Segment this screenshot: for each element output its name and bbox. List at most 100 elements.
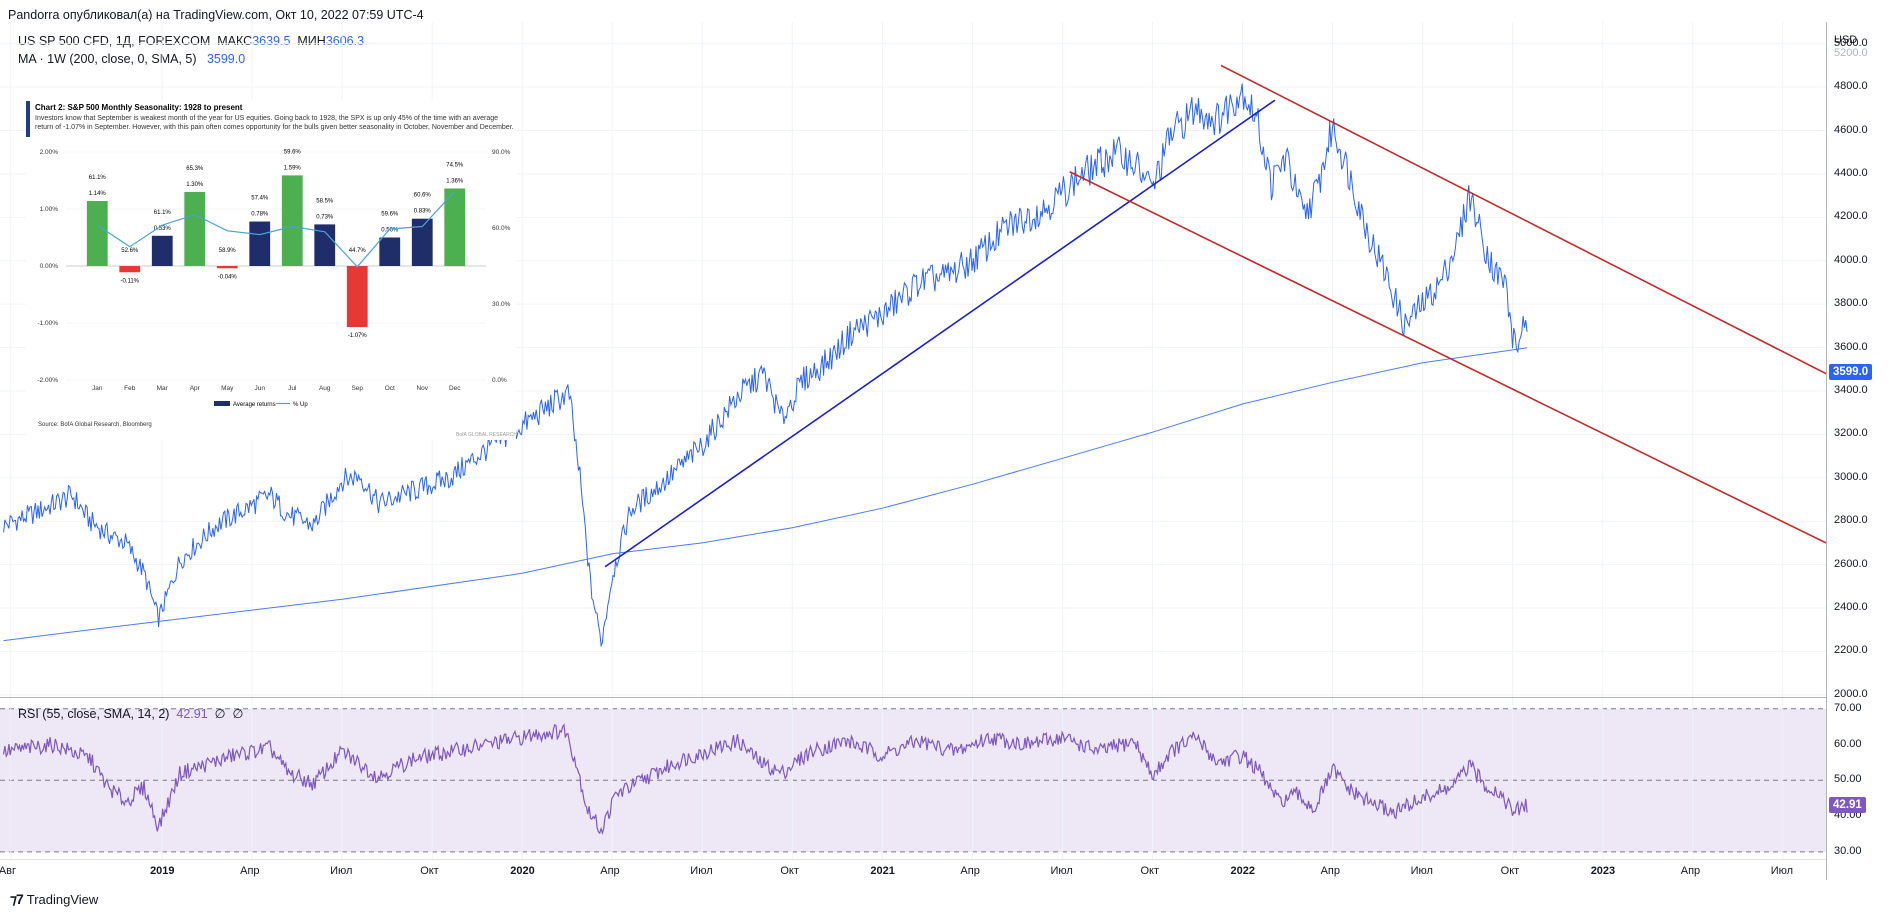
inset-left-tick: -1.00% [37, 320, 58, 327]
rsi-tick: 50.00 [1834, 773, 1862, 786]
price-tick: 3800.0 [1834, 297, 1868, 310]
channel-upper[interactable] [1220, 64, 1826, 375]
channel-lower[interactable] [1069, 171, 1826, 544]
inset-pct-value: 65.3% [186, 166, 204, 172]
rsi-chart[interactable] [0, 698, 1826, 859]
inset-left-tick: 1.00% [40, 206, 59, 213]
price-tick: 4200.0 [1834, 210, 1868, 223]
time-tick: Июл [690, 865, 713, 877]
inset-bar-jan [86, 201, 108, 266]
rsi-extra-1: ∅ [214, 707, 226, 721]
inset-bar-dec [444, 188, 466, 266]
ma-label: MA · 1W (200, close, 0, SMA, 5) [18, 52, 197, 66]
rsi-tick: 30.00 [1834, 844, 1862, 857]
inset-category: Jan [92, 385, 103, 392]
time-tick: Июл [1050, 865, 1073, 877]
tradingview-logo[interactable]: ⁊7 TradingView [10, 891, 98, 908]
rsi-series[interactable] [3, 723, 1528, 836]
inset-left-tick: 2.00% [40, 149, 59, 156]
rsi-extra-2: ∅ [232, 707, 244, 721]
time-tick: Апр [1680, 865, 1701, 877]
time-tick: Апр [1320, 865, 1340, 877]
rsi-legend[interactable]: RSI (55, close, SMA, 14, 2) 42.91 ∅ ∅ [18, 706, 243, 721]
price-tick: 2400.0 [1834, 601, 1868, 613]
price-tick: 2800.0 [1834, 514, 1868, 527]
rsi-tick: 60.00 [1834, 737, 1862, 750]
inset-pct-value: 59.6% [381, 212, 399, 218]
inset-pct-value: 44.7% [349, 248, 367, 254]
publish-header: Pandorra опубликовал(а) на TradingView.c… [8, 8, 424, 22]
time-tick: 2020 [510, 865, 535, 877]
inset-bar-value: 1.59% [284, 165, 302, 171]
inset-category: Feb [124, 385, 136, 392]
inset-right-tick: 90.0% [492, 149, 511, 156]
inset-category: Oct [385, 385, 395, 392]
time-tick: Июл [330, 865, 353, 877]
time-tick: Окт [1500, 865, 1520, 877]
inset-category: Sep [351, 385, 363, 392]
ma-legend[interactable]: MA · 1W (200, close, 0, SMA, 5) 3599.0 [18, 52, 245, 66]
inset-category: Dec [449, 385, 461, 392]
time-tick: Апр [960, 865, 980, 877]
inset-left-tick: 0.00% [40, 263, 59, 270]
price-tick: 3600.0 [1834, 340, 1868, 353]
price-tick: 4400.0 [1834, 166, 1868, 179]
inset-bar-oct [379, 237, 401, 266]
inset-title: Chart 2: S&P 500 Monthly Seasonality: 19… [35, 103, 243, 112]
inset-right-tick: 60.0% [492, 225, 511, 232]
price-tick: 3400.0 [1834, 383, 1868, 396]
inset-legend-avg-swatch [214, 401, 230, 406]
inset-bar-jun [249, 221, 271, 266]
inset-bar-may [216, 266, 238, 269]
inset-bar-sep [346, 266, 368, 327]
price-tick: 4800.0 [1834, 80, 1868, 93]
price-series[interactable] [3, 83, 1528, 648]
ma-value: 3599.0 [206, 52, 246, 66]
inset-bar-value: 0.50% [381, 228, 399, 234]
price-tick: 4000.0 [1834, 253, 1868, 266]
inset-bar-value: -0.11% [120, 278, 139, 284]
time-axis-divider [0, 859, 1826, 860]
inset-bar-value: 0.73% [316, 214, 334, 220]
time-tick: Июл [1770, 865, 1794, 877]
price-tick: 2000.0 [1834, 687, 1868, 700]
inset-bar-feb [119, 266, 141, 273]
price-tick: 3000.0 [1834, 470, 1868, 483]
seasonality-chart: 2.00% 1.00% 0.00% -1.00% -2.00% 90.0% 60.0% 30.… [37, 149, 511, 408]
inset-left-tick: -2.00% [37, 377, 58, 384]
inset-watermark: BofA GLOBAL RESEARCH [456, 432, 517, 438]
min-value: 3606.3 [325, 34, 365, 48]
time-tick: 2022 [1230, 865, 1256, 877]
inset-bar-value: 1.36% [446, 178, 464, 184]
time-tick: Окт [780, 865, 799, 877]
inset-bar-apr [184, 191, 206, 266]
inset-category: May [221, 385, 234, 392]
price-tick-partial: 5200.0 [1834, 47, 1868, 59]
inset-legend-avg: Average returns [233, 402, 276, 408]
inset-source: Source: BofA Global Research, Bloomberg [38, 422, 152, 428]
time-tick: Апр [600, 865, 620, 877]
seasonality-inset [26, 100, 516, 440]
inset-bar-value: 0.53% [154, 226, 172, 232]
last-rsi-badge: 42.91 [1829, 797, 1866, 813]
inset-pct-value: 58.9% [219, 248, 237, 254]
pane-separator[interactable] [0, 697, 1826, 698]
inset-bar-jul [281, 175, 303, 266]
trendline-support[interactable] [604, 99, 1276, 568]
price-tick: 3200.0 [1834, 427, 1868, 440]
inset-pct-value: 58.5% [316, 198, 334, 204]
inset-bar-value: 1.14% [89, 191, 107, 197]
inset-bar-value: -1.07% [348, 333, 368, 339]
inset-pct-value: 74.5% [446, 162, 464, 168]
inset-category: Apr [190, 385, 201, 392]
inset-pct-value: 59.6% [284, 149, 302, 155]
ma-series[interactable] [3, 347, 1528, 642]
inset-description: Investors know that September is weakest… [35, 115, 514, 131]
inset-bar-value: 1.30% [186, 182, 204, 188]
rsi-value: 42.91 [176, 707, 208, 721]
inset-bar-value: -0.04% [218, 274, 238, 280]
time-tick: Окт [420, 865, 439, 877]
inset-legend-up: % Up [293, 402, 308, 408]
rsi-label: RSI (55, close, SMA, 14, 2) [18, 707, 170, 721]
price-axis-divider [1826, 22, 1827, 880]
